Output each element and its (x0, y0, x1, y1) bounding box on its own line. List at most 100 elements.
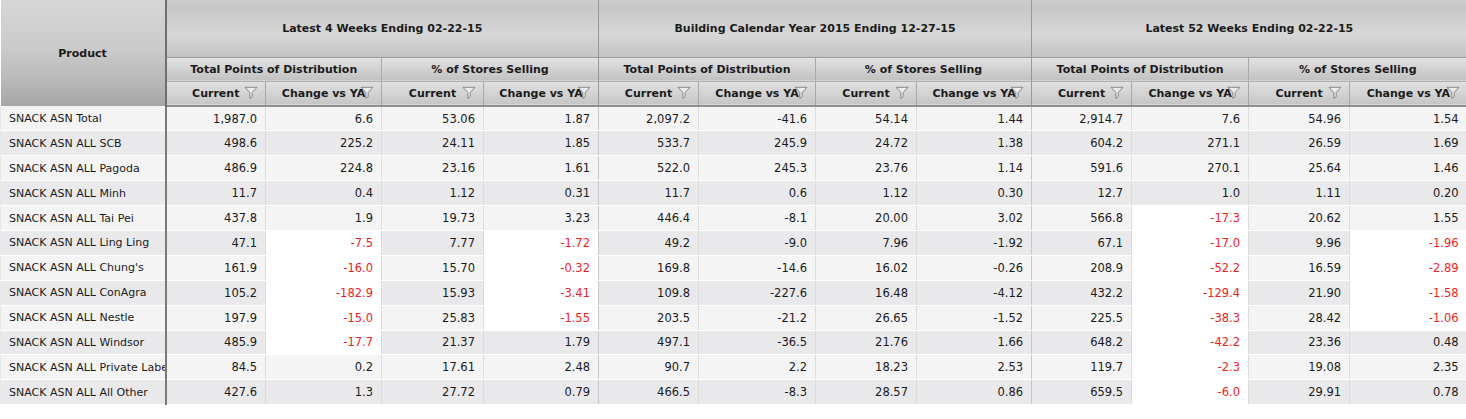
value-cell: 19.08 (1249, 355, 1350, 380)
table-row: SNACK ASN ALL Nestle197.9-15.025.83-1.55… (1, 305, 1466, 330)
value-cell: 90.7 (599, 355, 699, 380)
value-cell: 9.96 (1249, 230, 1350, 255)
value-cell: 197.9 (166, 305, 266, 330)
column-header-change-vs-ya[interactable]: Change vs YA (266, 81, 382, 106)
value-cell: 566.8 (1032, 206, 1132, 231)
value-cell: 20.00 (816, 206, 917, 231)
value-cell: -3.41 (484, 280, 599, 305)
column-header-change-vs-ya[interactable]: Change vs YA (699, 81, 816, 106)
value-cell: 1.14 (917, 156, 1032, 181)
value-cell: 591.6 (1032, 156, 1132, 181)
value-cell: 2.53 (917, 355, 1032, 380)
group-header-calendar-year: Building Calendar Year 2015 Ending 12-27… (599, 0, 1032, 57)
value-cell: 28.42 (1249, 305, 1350, 330)
table-header: Product Latest 4 Weeks Ending 02-22-15 B… (1, 0, 1466, 106)
value-cell: -182.9 (266, 280, 382, 305)
value-cell: -2.89 (1350, 255, 1466, 280)
filter-icon[interactable] (1010, 86, 1024, 99)
subgroup-header-pct-stores: % of Stores Selling (1249, 57, 1466, 81)
column-header-change-vs-ya[interactable]: Change vs YA (917, 81, 1032, 106)
value-cell: 225.5 (1032, 305, 1132, 330)
column-header-current[interactable]: Current (599, 81, 699, 106)
value-cell: 15.93 (382, 280, 484, 305)
table-row: SNACK ASN ALL Minh11.70.41.120.3111.70.6… (1, 181, 1466, 206)
value-cell: 2.48 (484, 355, 599, 380)
value-cell: 20.62 (1249, 206, 1350, 231)
product-cell: SNACK ASN ALL All Other (1, 380, 166, 405)
value-cell: -17.0 (1132, 230, 1249, 255)
value-cell: 24.72 (816, 131, 917, 156)
product-cell: SNACK ASN ALL Minh (1, 181, 166, 206)
column-header-current[interactable]: Current (1249, 81, 1350, 106)
column-header-current[interactable]: Current (382, 81, 484, 106)
subgroup-header-pct-stores: % of Stores Selling (816, 57, 1032, 81)
value-cell: 6.6 (266, 106, 382, 131)
value-cell: 16.02 (816, 255, 917, 280)
value-cell: 1.46 (1350, 156, 1466, 181)
table-row: SNACK ASN ALL All Other427.61.327.720.79… (1, 380, 1466, 405)
value-cell: -41.6 (699, 106, 816, 131)
value-cell: 0.78 (1350, 380, 1466, 405)
value-cell: 0.2 (266, 355, 382, 380)
column-header-current[interactable]: Current (1032, 81, 1132, 106)
filter-icon[interactable] (1227, 86, 1241, 99)
filter-icon[interactable] (1446, 86, 1460, 99)
value-cell: -1.52 (917, 305, 1032, 330)
value-cell: 1.0 (1132, 181, 1249, 206)
value-cell: 169.8 (599, 255, 699, 280)
value-cell: 49.2 (599, 230, 699, 255)
value-cell: 533.7 (599, 131, 699, 156)
column-header-change-vs-ya[interactable]: Change vs YA (1350, 81, 1466, 106)
filter-icon[interactable] (1110, 86, 1124, 99)
filter-icon[interactable] (577, 86, 591, 99)
value-cell: -1.92 (917, 230, 1032, 255)
value-cell: 27.72 (382, 380, 484, 405)
filter-icon[interactable] (794, 86, 808, 99)
value-cell: 1.44 (917, 106, 1032, 131)
column-header-label: Current (625, 87, 672, 100)
value-cell: 1.12 (382, 181, 484, 206)
filter-icon[interactable] (1328, 86, 1342, 99)
value-cell: 486.9 (166, 156, 266, 181)
value-cell: 0.20 (1350, 181, 1466, 206)
product-cell: SNACK ASN ALL Ling Ling (1, 230, 166, 255)
filter-icon[interactable] (244, 86, 258, 99)
value-cell: 19.73 (382, 206, 484, 231)
product-column-header: Product (1, 0, 166, 106)
filter-icon[interactable] (677, 86, 691, 99)
column-header-label: Change vs YA (932, 87, 1015, 100)
value-cell: -14.6 (699, 255, 816, 280)
value-cell: 53.06 (382, 106, 484, 131)
column-header-current[interactable]: Current (816, 81, 917, 106)
filter-icon[interactable] (895, 86, 909, 99)
value-cell: 1.69 (1350, 131, 1466, 156)
column-header-current[interactable]: Current (166, 81, 266, 106)
value-cell: 0.79 (484, 380, 599, 405)
value-cell: -1.72 (484, 230, 599, 255)
value-cell: 2,914.7 (1032, 106, 1132, 131)
product-cell: SNACK ASN ALL Pagoda (1, 156, 166, 181)
value-cell: 0.48 (1350, 330, 1466, 355)
value-cell: 497.1 (599, 330, 699, 355)
value-cell: 11.7 (599, 181, 699, 206)
column-header-change-vs-ya[interactable]: Change vs YA (484, 81, 599, 106)
value-cell: 1,987.0 (166, 106, 266, 131)
value-cell: 23.16 (382, 156, 484, 181)
table-row: SNACK ASN Total1,987.06.653.061.872,097.… (1, 106, 1466, 131)
filter-icon[interactable] (462, 86, 476, 99)
report-grid: Product Latest 4 Weeks Ending 02-22-15 B… (0, 0, 1466, 405)
value-cell: 47.1 (166, 230, 266, 255)
filter-icon[interactable] (360, 86, 374, 99)
value-cell: 25.64 (1249, 156, 1350, 181)
value-cell: 3.02 (917, 206, 1032, 231)
value-cell: 1.12 (816, 181, 917, 206)
value-cell: -2.3 (1132, 355, 1249, 380)
product-cell: SNACK ASN ALL ConAgra (1, 280, 166, 305)
value-cell: 16.59 (1249, 255, 1350, 280)
column-header-change-vs-ya[interactable]: Change vs YA (1132, 81, 1249, 106)
value-cell: -129.4 (1132, 280, 1249, 305)
value-cell: 522.0 (599, 156, 699, 181)
value-cell: 1.3 (266, 380, 382, 405)
value-cell: 0.6 (699, 181, 816, 206)
value-cell: 25.83 (382, 305, 484, 330)
